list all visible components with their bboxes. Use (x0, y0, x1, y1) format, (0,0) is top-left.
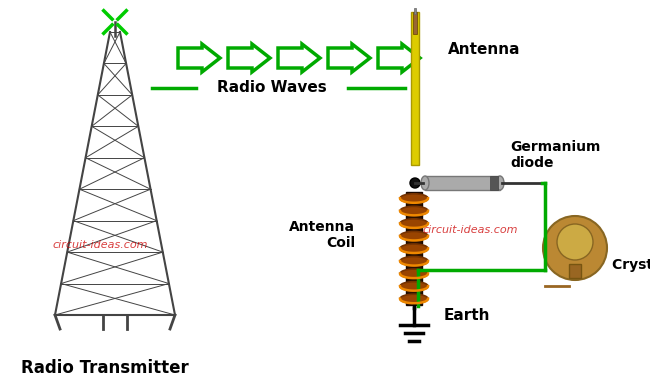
Ellipse shape (400, 244, 428, 253)
Bar (413, 12, 417, 34)
Circle shape (543, 216, 607, 280)
Ellipse shape (400, 232, 428, 240)
Ellipse shape (400, 294, 428, 303)
Ellipse shape (400, 269, 428, 278)
Bar (490, 176, 498, 190)
Text: Radio Waves: Radio Waves (217, 81, 327, 95)
Bar (425, 176, 500, 190)
Circle shape (557, 224, 593, 260)
Ellipse shape (400, 282, 428, 291)
Bar (569, 264, 581, 278)
Text: Germanium
diode: Germanium diode (510, 140, 601, 170)
Text: circuit-ideas.com: circuit-ideas.com (52, 240, 148, 250)
Ellipse shape (421, 176, 429, 190)
Bar (406, 192, 422, 305)
Text: circuit-ideas.com: circuit-ideas.com (422, 225, 518, 235)
Ellipse shape (496, 176, 504, 190)
Bar (414, 8, 416, 14)
Bar (411, 12, 419, 165)
Ellipse shape (400, 257, 428, 266)
Text: Antenna: Antenna (448, 42, 521, 58)
Text: Radio Transmitter: Radio Transmitter (21, 359, 189, 377)
Circle shape (410, 178, 420, 188)
Ellipse shape (400, 194, 428, 203)
Text: Crystal Earphone: Crystal Earphone (612, 258, 650, 272)
Text: Earth: Earth (444, 308, 491, 322)
Ellipse shape (400, 219, 428, 228)
Ellipse shape (400, 207, 428, 215)
Text: Antenna
Coil: Antenna Coil (289, 220, 355, 250)
